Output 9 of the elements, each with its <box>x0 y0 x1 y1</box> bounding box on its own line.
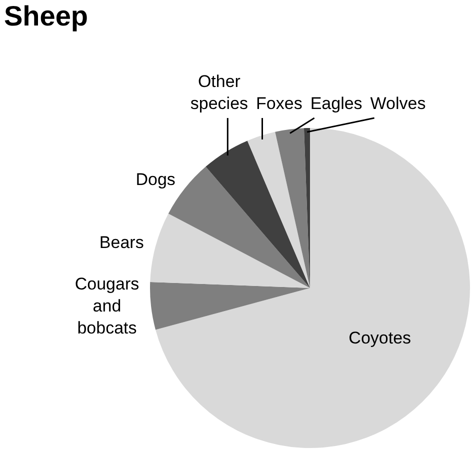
slice-label: Dogs <box>136 170 176 190</box>
slice-label: Other species <box>190 72 248 114</box>
slice-label: Wolves <box>370 94 426 114</box>
slice-label: Cougars and bobcats <box>74 274 140 338</box>
slice-label: Foxes <box>256 94 302 114</box>
slice-label: Bears <box>99 232 144 252</box>
slice-label: Eagles <box>310 94 362 114</box>
chart-title: Sheep <box>4 0 88 32</box>
slice-label: Coyotes <box>348 328 412 348</box>
